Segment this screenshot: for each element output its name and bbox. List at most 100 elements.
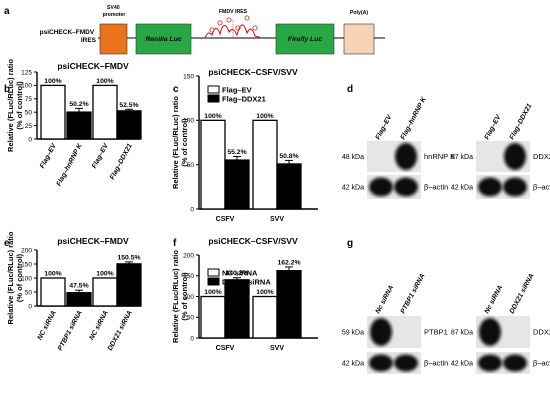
bar-value-label: 100%	[204, 289, 221, 296]
blot-protein-label: β–actin	[533, 359, 550, 368]
blot-lane-label: Flag–EV	[375, 113, 394, 141]
legend-label: DDX21 siRNA	[222, 278, 271, 287]
blot-lane-label: Flag–EV	[484, 113, 503, 141]
bar-NC-siRNA	[92, 277, 118, 307]
panel-a: a psiCHECK–FMDV IRES SV40 promoter Renil…	[4, 5, 385, 55]
sv40-promoter-label: SV40 promoter	[103, 5, 126, 18]
bar-Flag–DDX21	[116, 110, 142, 140]
x-category-label: Flag–DDX21	[109, 142, 134, 181]
kda-marker: 42 kDa	[342, 185, 364, 192]
y-tick-label: 50	[25, 289, 33, 296]
bar-value-label: 150.5%	[117, 254, 140, 261]
blot-band-actin	[394, 354, 418, 372]
y-tick-label: 0	[28, 136, 32, 143]
bar-value-label: 55.2%	[227, 149, 246, 156]
x-category-label: SVV	[270, 345, 284, 352]
bar-CSFV-NC-siRNA	[200, 295, 226, 339]
blot-protein-label: β–actin	[424, 359, 448, 368]
kda-marker: 87 kDa	[451, 330, 473, 337]
y-tick-label: 100	[183, 118, 194, 125]
blot-lane-label: Flag–DDX21	[509, 102, 534, 141]
y-tick-label: 150	[21, 261, 32, 268]
blot-lane-label: Nc siRNA	[484, 284, 505, 315]
blot-band-actin	[394, 177, 418, 197]
x-category-label: Flag–hnRNP K	[56, 142, 85, 188]
blot-protein-label: hnRNP K	[424, 152, 455, 161]
x-category-label: SVV	[270, 216, 284, 223]
blot-protein-label: β–actin	[533, 183, 550, 192]
blot-band-strong	[504, 143, 526, 170]
x-category-label: CSFV	[216, 345, 235, 352]
bar-value-label: 50.2%	[69, 101, 88, 108]
panel-letter-a: a	[4, 6, 10, 17]
y-axis-label: Relative (FLuc/RLuc) ratio(% of control)	[171, 96, 189, 189]
blot-lane-label: Nc siRNA	[375, 284, 396, 315]
legend-swatch	[207, 268, 220, 277]
y-tick-label: 150	[183, 273, 194, 280]
blot-protein-label: β–actin	[424, 183, 448, 192]
blot-band-strong	[395, 143, 417, 170]
y-tick-label: 0	[190, 206, 194, 213]
bar-SVV-NC-siRNA	[252, 295, 278, 339]
panel-letter-d: d	[347, 84, 353, 95]
blot-protein-label: PTBP1	[424, 328, 448, 337]
bar-value-label: 100%	[256, 113, 273, 120]
ires-loop-0	[209, 27, 215, 33]
blot-protein-label: DDX21	[533, 328, 550, 337]
legend-label: Flag–DDX21	[222, 95, 266, 104]
x-category-label: PTBP1 siRNA	[57, 310, 84, 352]
panel-letter-f: f	[173, 238, 177, 249]
ires-loop-4	[235, 25, 241, 31]
bar-CSFV-Flag–DDX21	[224, 159, 250, 210]
bar-CSFV-DDX21-siRNA	[224, 279, 250, 339]
chart-c-title: psiCHECK–CSFV/SVV	[208, 67, 298, 77]
kda-marker: 42 kDa	[451, 185, 473, 192]
bar-value-label: 100%	[256, 289, 273, 296]
bar-value-label: 162.2%	[277, 259, 300, 266]
ires-loop-2	[226, 17, 232, 23]
y-tick-label: 0	[28, 303, 32, 310]
chart-e-title: psiCHECK–FMDV	[57, 236, 129, 246]
blot-band-actin	[503, 354, 527, 372]
polya-box	[343, 23, 375, 55]
panel-letter-g: g	[347, 238, 353, 249]
panel-letter-c: c	[173, 84, 179, 95]
blot-band-strong	[370, 318, 392, 346]
x-category-label: DDX21 siRNA	[107, 310, 134, 352]
blot-band-actin	[478, 354, 502, 372]
y-tick-label: 150	[183, 73, 194, 80]
firefly-luc-label: Firefly Luc	[288, 36, 323, 43]
blot-band-strong	[479, 318, 501, 346]
kda-marker: 59 kDa	[342, 330, 364, 337]
chart-b-title: psiCHECK–FMDV	[57, 61, 129, 71]
y-tick-label: 50	[25, 110, 33, 117]
y-tick-label: 125	[21, 69, 32, 76]
ires-loop-5	[252, 25, 258, 31]
bar-PTBP1-siRNA	[66, 292, 92, 307]
ires-loop-3	[244, 15, 250, 21]
y-tick-label: 100	[21, 275, 32, 282]
polya-label: Poly(A)	[350, 10, 368, 16]
construct-label: psiCHECK–FMDV IRES	[40, 29, 97, 44]
ires-loop-1	[217, 20, 223, 26]
blot-band-actin	[369, 354, 393, 372]
x-category-label: NC siRNA	[37, 310, 58, 342]
firefly-luc-box	[275, 23, 335, 55]
y-axis-label: Relative (FLuc/RLuc) ratio(% of control)	[6, 231, 24, 324]
chart-c: 0 50 100 150 Relative (FLuc/RLuc) ratio(% of…	[171, 73, 318, 223]
legend-swatch	[207, 94, 220, 103]
x-category-label: Flag–EV	[39, 141, 58, 169]
panel-letter-e: e	[4, 238, 10, 249]
y-tick-label: 50	[187, 162, 195, 169]
y-tick-label: 0	[190, 335, 194, 342]
bar-value-label: 100%	[44, 78, 61, 85]
legend-label: NC siRNA	[222, 269, 258, 278]
y-axis-label: Relative (FLuc/RLuc) ratio(% of control)	[6, 59, 24, 152]
renilla-luc-box	[135, 23, 192, 55]
kda-marker: 42 kDa	[451, 361, 473, 368]
bar-CSFV-Flag–EV	[200, 119, 226, 210]
